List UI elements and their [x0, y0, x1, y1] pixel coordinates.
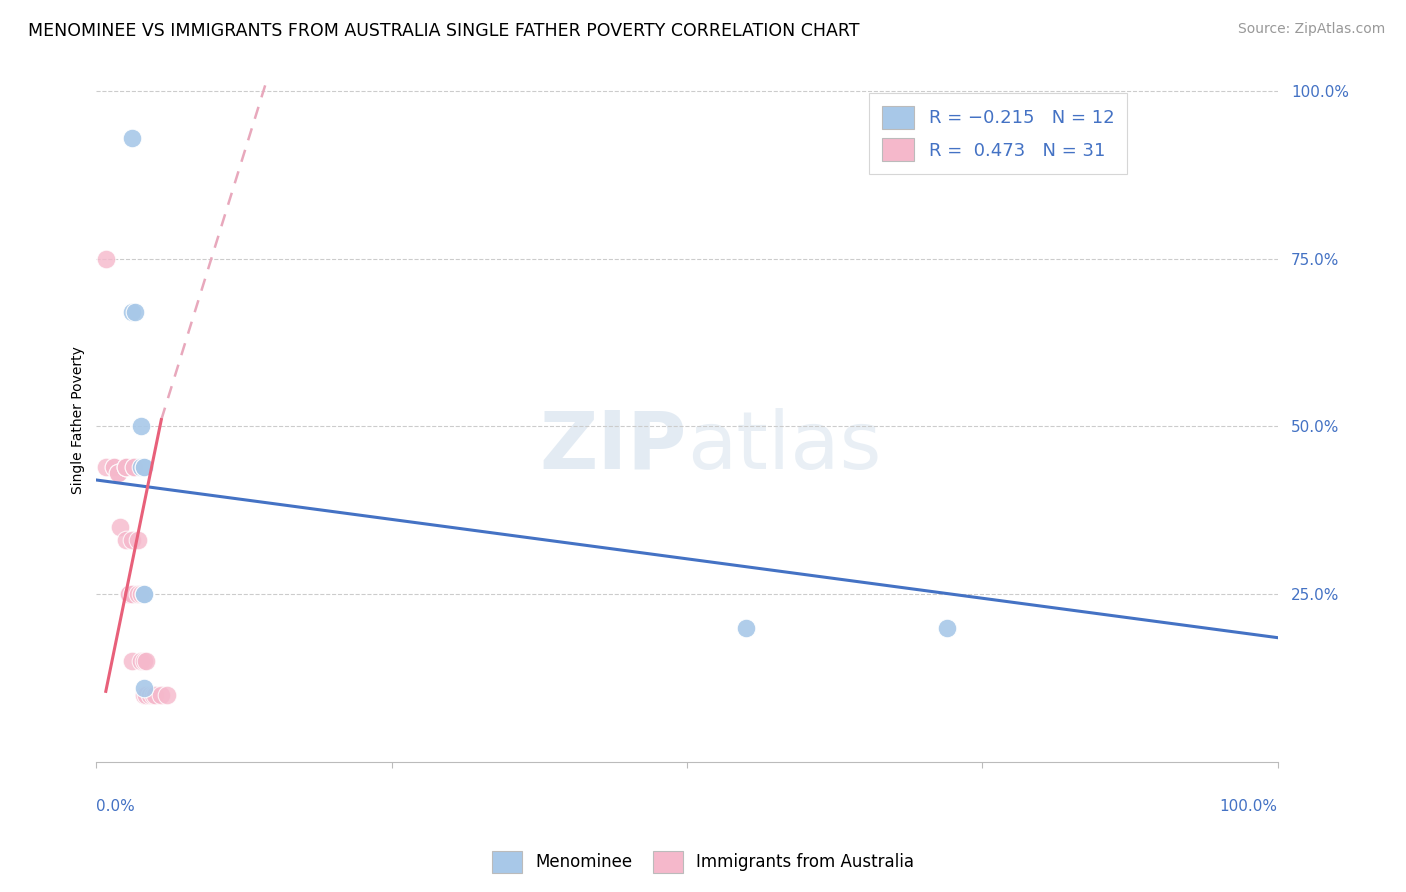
Point: [138, 688, 160, 702]
Point: [94, 459, 117, 474]
Point: [132, 681, 155, 695]
Point: [118, 587, 141, 601]
Point: [121, 305, 143, 319]
Point: [121, 533, 143, 548]
Point: [132, 459, 155, 474]
Point: [132, 459, 155, 474]
Point: [115, 459, 138, 474]
Point: [107, 467, 129, 481]
Point: [122, 459, 145, 474]
Point: [121, 587, 143, 601]
Point: [135, 654, 157, 668]
Point: [129, 419, 152, 434]
Point: [121, 131, 143, 145]
Text: 0.0%: 0.0%: [97, 799, 135, 814]
Text: Source: ZipAtlas.com: Source: ZipAtlas.com: [1237, 22, 1385, 37]
Legend: R = −0.215   N = 12, R =  0.473   N = 31: R = −0.215 N = 12, R = 0.473 N = 31: [869, 94, 1126, 174]
Point: [132, 654, 155, 668]
Point: [735, 621, 758, 635]
Point: [150, 688, 173, 702]
Point: [122, 459, 145, 474]
Point: [129, 587, 152, 601]
Point: [135, 688, 157, 702]
Point: [129, 654, 152, 668]
Point: [103, 459, 125, 474]
Point: [115, 459, 138, 474]
Point: [935, 621, 957, 635]
Text: MENOMINEE VS IMMIGRANTS FROM AUSTRALIA SINGLE FATHER POVERTY CORRELATION CHART: MENOMINEE VS IMMIGRANTS FROM AUSTRALIA S…: [28, 22, 859, 40]
Legend: Menominee, Immigrants from Australia: Menominee, Immigrants from Australia: [485, 845, 921, 880]
Point: [115, 459, 138, 474]
Text: 100.0%: 100.0%: [1219, 799, 1278, 814]
Point: [115, 533, 138, 548]
Point: [107, 467, 129, 481]
Point: [118, 587, 141, 601]
Point: [142, 688, 165, 702]
Point: [132, 688, 155, 702]
Point: [94, 252, 117, 266]
Point: [129, 459, 152, 474]
Y-axis label: Single Father Poverty: Single Father Poverty: [72, 346, 86, 493]
Point: [132, 587, 155, 601]
Point: [127, 587, 149, 601]
Text: ZIP: ZIP: [540, 408, 688, 486]
Point: [127, 533, 149, 548]
Point: [132, 587, 155, 601]
Point: [108, 520, 131, 534]
Point: [156, 688, 179, 702]
Text: atlas: atlas: [688, 408, 882, 486]
Point: [121, 654, 143, 668]
Point: [103, 459, 125, 474]
Point: [124, 305, 146, 319]
Point: [145, 688, 167, 702]
